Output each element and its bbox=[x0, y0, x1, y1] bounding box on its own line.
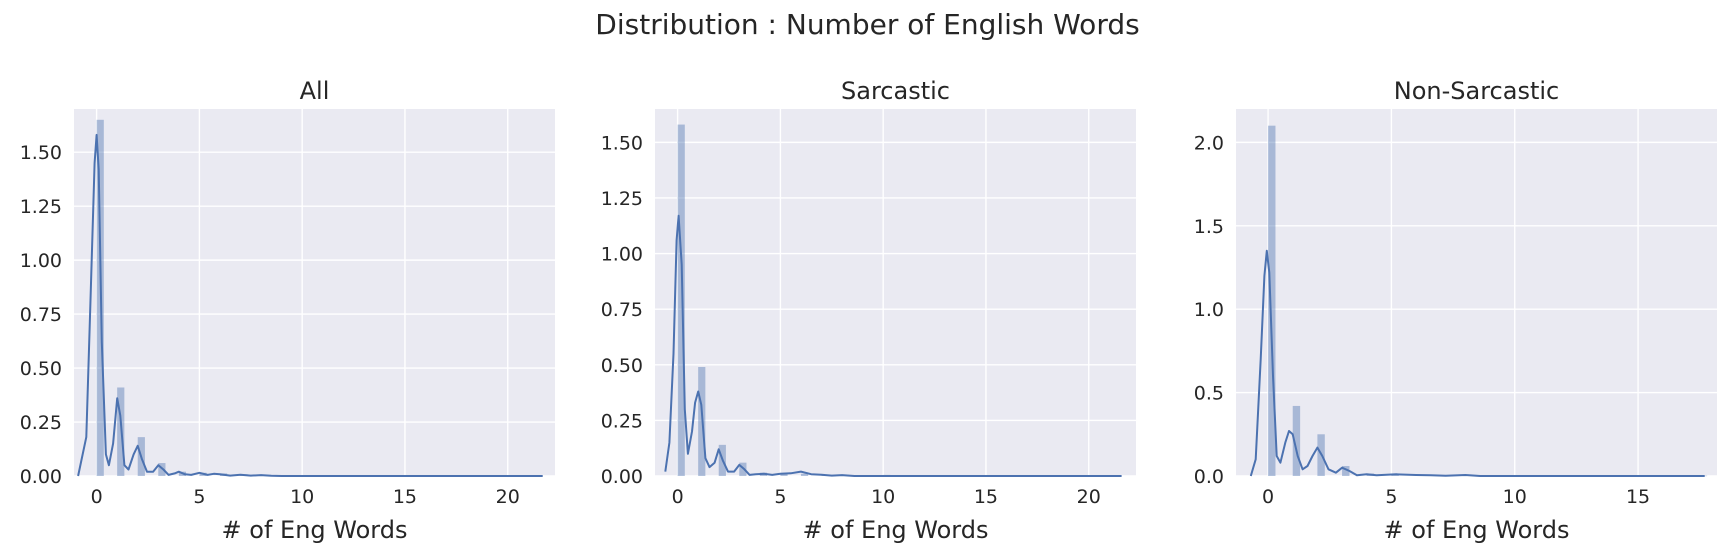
subplot-3: 0.0 0.5 1.0 1.5 2.0 0 5 10 15 Non-Sarcastic # of E… bbox=[1194, 77, 1717, 544]
y-tick-label: 0.75 bbox=[601, 299, 643, 321]
subplot-1: 0.00 0.25 0.50 0.75 1.00 1.25 1.50 0 5 10 15 20 All #… bbox=[20, 77, 555, 544]
y-tick-label: 0.25 bbox=[20, 412, 62, 434]
subplot-2: 0.00 0.25 0.50 0.75 1.00 1.25 1.50 0 5 10 15 20 Sarc… bbox=[601, 77, 1136, 544]
histogram-bar bbox=[1292, 405, 1301, 476]
plot-area bbox=[655, 109, 1136, 476]
y-tick-label: 0.50 bbox=[20, 358, 62, 380]
x-tick-label: 20 bbox=[496, 486, 520, 508]
figure-title: Distribution : Number of English Words bbox=[595, 8, 1140, 41]
y-tick-label: 2.0 bbox=[1194, 132, 1224, 154]
subplot-title: Non-Sarcastic bbox=[1394, 77, 1559, 105]
y-tick-label: 1.25 bbox=[601, 188, 643, 210]
histogram-bar bbox=[1268, 125, 1276, 476]
y-tick-label: 0.5 bbox=[1194, 383, 1224, 405]
x-tick-label: 0 bbox=[91, 486, 103, 508]
x-tick-label: 15 bbox=[974, 486, 998, 508]
kde-line bbox=[1249, 249, 1705, 477]
kde-line bbox=[664, 214, 1122, 477]
histogram-bar bbox=[158, 463, 166, 476]
y-tick-label: 1.0 bbox=[1194, 299, 1224, 321]
subplot-title: Sarcastic bbox=[841, 77, 950, 105]
x-axis-label: # of Eng Words bbox=[803, 516, 989, 544]
x-axis-label: # of Eng Words bbox=[222, 516, 408, 544]
histogram-bar bbox=[677, 124, 685, 476]
histogram-bar bbox=[739, 462, 747, 476]
x-tick-label: 5 bbox=[774, 486, 786, 508]
x-tick-label: 0 bbox=[672, 486, 684, 508]
x-axis-label: # of Eng Words bbox=[1384, 516, 1570, 544]
x-tick-label: 15 bbox=[1626, 486, 1650, 508]
plot-area bbox=[74, 109, 555, 476]
x-tick-label: 5 bbox=[1385, 486, 1397, 508]
x-tick-label: 10 bbox=[1503, 486, 1527, 508]
y-tick-label: 0.50 bbox=[601, 355, 643, 377]
y-tick-label: 0.0 bbox=[1194, 466, 1224, 488]
subplot-title: All bbox=[300, 77, 330, 105]
y-tick-label: 1.00 bbox=[601, 244, 643, 266]
y-tick-label: 0.00 bbox=[20, 466, 62, 488]
x-tick-label: 5 bbox=[193, 486, 205, 508]
y-tick-label: 1.50 bbox=[601, 132, 643, 154]
x-tick-label: 0 bbox=[1262, 486, 1274, 508]
y-tick-label: 1.5 bbox=[1194, 216, 1224, 238]
x-tick-label: 10 bbox=[871, 486, 895, 508]
y-tick-label: 0.00 bbox=[601, 466, 643, 488]
y-tick-label: 0.25 bbox=[601, 410, 643, 432]
x-tick-label: 10 bbox=[290, 486, 314, 508]
x-tick-label: 20 bbox=[1077, 486, 1101, 508]
y-tick-label: 1.50 bbox=[20, 142, 62, 164]
x-tick-label: 15 bbox=[393, 486, 417, 508]
y-tick-label: 1.00 bbox=[20, 250, 62, 272]
y-tick-label: 1.25 bbox=[20, 196, 62, 218]
y-tick-label: 0.75 bbox=[20, 304, 62, 326]
histogram-bar bbox=[800, 473, 809, 476]
kde-line bbox=[77, 133, 543, 477]
histogram-bar bbox=[780, 473, 788, 476]
plot-area bbox=[1236, 109, 1717, 476]
histogram-bar bbox=[1342, 465, 1350, 476]
